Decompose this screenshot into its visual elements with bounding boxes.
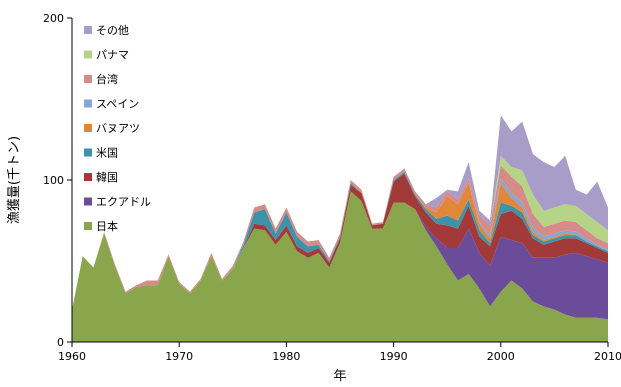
legend-label: スペイン: [96, 98, 139, 111]
area-series-7: [72, 165, 608, 310]
area-series-3: [72, 173, 608, 310]
y-tick-label: 200: [43, 12, 64, 25]
legend-label: バヌアツ: [96, 122, 140, 135]
legend-swatch: [84, 148, 92, 157]
x-axis-title: 年: [333, 369, 346, 384]
area-series-1: [72, 191, 608, 342]
legend-swatch: [84, 222, 92, 230]
y-tick-label: 100: [43, 174, 64, 187]
legend-swatch: [84, 173, 92, 181]
area-series-5: [72, 171, 608, 310]
legend-label: 米国: [96, 147, 118, 160]
area-series-group: [72, 115, 608, 342]
x-tick-label: 1960: [58, 350, 86, 363]
tick-labels-group: 0 100 200 1960 1970 1980 1990 2000 2010: [43, 12, 621, 363]
y-axis-title: 漁獲量(千トン): [7, 136, 22, 224]
legend-label: その他: [96, 24, 129, 37]
legend-label: パナマ: [96, 49, 129, 62]
axes-group: [67, 17, 609, 347]
legend-label: エクアドル: [96, 196, 151, 209]
legend-swatch: [84, 50, 92, 59]
legend-swatch: [84, 99, 92, 108]
legend-label: 日本: [96, 219, 118, 233]
x-tick-label: 1990: [380, 350, 408, 363]
area-series-2: [72, 191, 608, 320]
legend-swatch: [84, 197, 92, 206]
y-tick-label: 0: [57, 336, 64, 349]
x-tick-label: 1970: [165, 350, 193, 363]
legend-label: 韓国: [96, 171, 118, 184]
legend-label: 台湾: [96, 72, 118, 86]
x-tick-label: 2000: [487, 350, 515, 363]
x-tick-label: 2010: [594, 350, 621, 363]
legend-swatch: [84, 26, 92, 34]
x-tick-label: 1980: [272, 350, 300, 363]
legend-swatch: [84, 75, 92, 83]
legend-swatch: [84, 124, 92, 132]
